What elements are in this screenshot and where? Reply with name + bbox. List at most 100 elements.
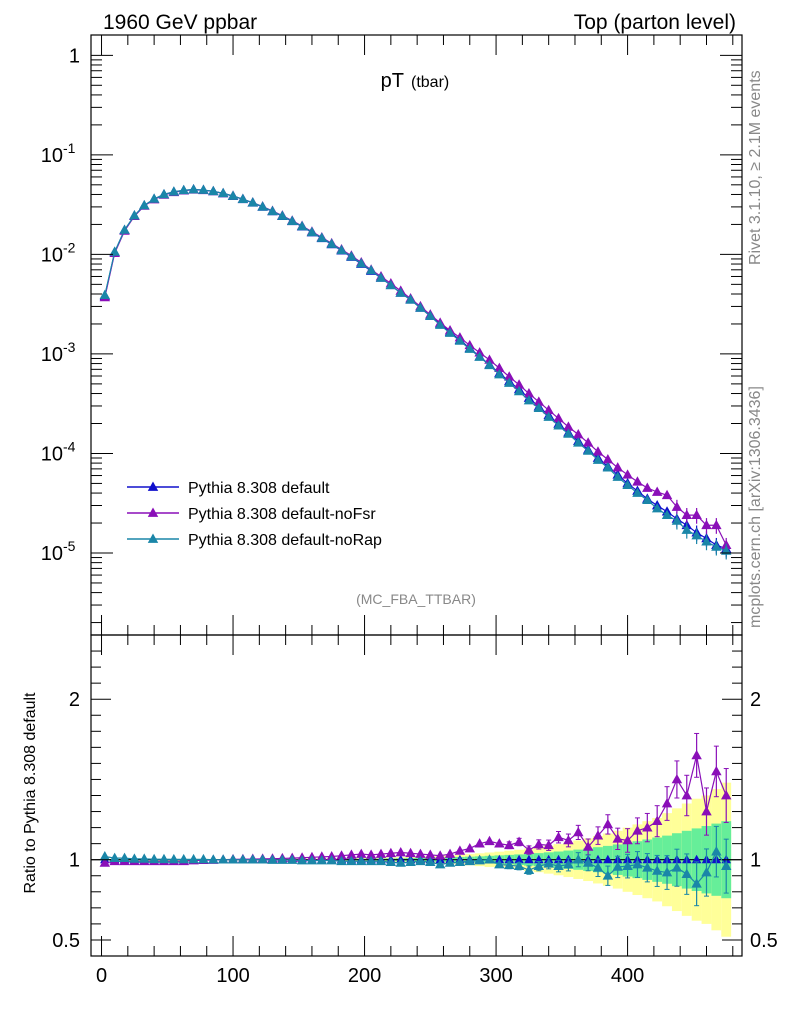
header-process-label: Top (parton level) [574,11,736,34]
main-data-point [178,184,189,195]
main-data-point [553,420,564,430]
ratio-data-point [454,856,466,866]
ratio-data-point [711,846,722,856]
main-y-tick-label: 10 [41,443,63,465]
ratio-data-point [346,849,357,859]
main-data-point [365,264,377,275]
main-data-point [523,395,535,405]
main-data-point [415,302,426,312]
ratio-data-point [701,867,712,877]
header-energy-label: 1960 GeV ppbar [103,11,257,34]
main-data-point [573,429,584,439]
ratio-data-point [701,806,712,816]
ratio-data-point [425,849,436,859]
main-data-point [533,402,545,413]
ratio-data-point [661,867,673,877]
ratio-data-point [198,853,209,864]
ratio-data-point [612,861,623,871]
ratio-plot-frame [90,634,743,957]
ratio-data-point [346,855,357,866]
ratio-y-tick-label-right: 2 [750,689,761,711]
ratio-data-point [671,862,683,872]
main-data-point [582,437,594,447]
plot-title-main: pT [381,70,404,92]
ratio-default-point [494,854,505,864]
main-data-point [277,210,288,220]
main-data-point [286,215,298,225]
main-data-point [503,371,515,381]
legend-marker [147,533,159,543]
main-data-point [681,509,692,519]
main-data-point [99,289,111,299]
ratio-data-point [642,822,653,832]
ratio-data-point [582,857,594,867]
main-data-point [109,246,120,256]
main-data-point [296,220,308,231]
main-data-point [602,462,614,472]
main-data-point [523,388,535,398]
main-data-point [691,509,702,519]
main-y-tick-label: 10 [41,344,63,366]
ratio-data-point [494,859,505,869]
main-data-point [267,205,278,216]
main-data-point [642,482,653,492]
main-y-tick-label: 1 [69,45,80,67]
ratio-axis-ticks: 0.5 0.5 1 1 2 2 0 100 200 300 400 [52,635,778,987]
main-data-point [385,279,397,290]
ratio-data-point [573,826,584,837]
ratio-data-point [523,844,535,854]
ratio-data-point [691,749,702,760]
ratio-data-point [336,850,347,860]
main-data-point [573,437,584,447]
main-data-point [701,519,712,530]
main-data-point [326,238,337,248]
main-data-layer [99,183,732,560]
ratio-data-point [336,855,347,866]
ratio-data-point [681,790,692,800]
main-data-point [336,244,347,255]
ratio-data-point [434,859,446,869]
ratio-y-tick-label: 1 [69,850,80,872]
ratio-x-tick-label: 100 [216,965,249,987]
ratio-data-point [286,854,298,864]
main-data-point [346,251,357,261]
main-data-point [356,257,367,268]
ratio-data-point [691,878,702,888]
main-data-point [622,479,633,490]
main-data-point [632,476,643,486]
main-data-point [612,462,623,472]
ratio-data-point [533,860,545,870]
ratio-y-tick-label-right: 1 [750,850,761,872]
main-y-tick-label: 10 [41,543,63,565]
main-data-point [148,193,160,203]
ratio-data-point [464,842,475,853]
ratio-data-point [681,868,692,878]
main-y-tick-label: 10 [41,145,63,167]
ratio-y-tick-label-right: 0.5 [750,930,778,952]
ratio-data-point [720,790,732,800]
main-data-point [592,454,604,464]
ratio-default-point [553,854,564,864]
ratio-data-point [415,848,426,858]
ratio-data-point [119,852,130,862]
ratio-data-point [503,859,515,870]
main-data-point [553,412,564,423]
main-data-point [632,487,643,497]
legend-label: Pythia 8.308 default-noFsr [188,506,376,523]
ratio-data-point [484,854,495,864]
ratio-data-point [395,846,406,857]
main-data-point [720,545,732,555]
ratio-y-tick-label: 0.5 [52,930,80,952]
ratio-data-point [444,848,456,858]
ratio-data-point [592,862,604,872]
ratio-data-point [385,847,397,858]
ratio-data-point [365,849,377,859]
main-data-point [701,536,712,546]
ratio-data-point [484,835,495,846]
ratio-data-point [602,818,614,829]
ratio-data-point [464,855,475,866]
main-data-point [395,287,406,297]
main-data-point [425,310,436,320]
ratio-x-tick-label: 400 [611,965,644,987]
main-data-point [139,199,150,210]
